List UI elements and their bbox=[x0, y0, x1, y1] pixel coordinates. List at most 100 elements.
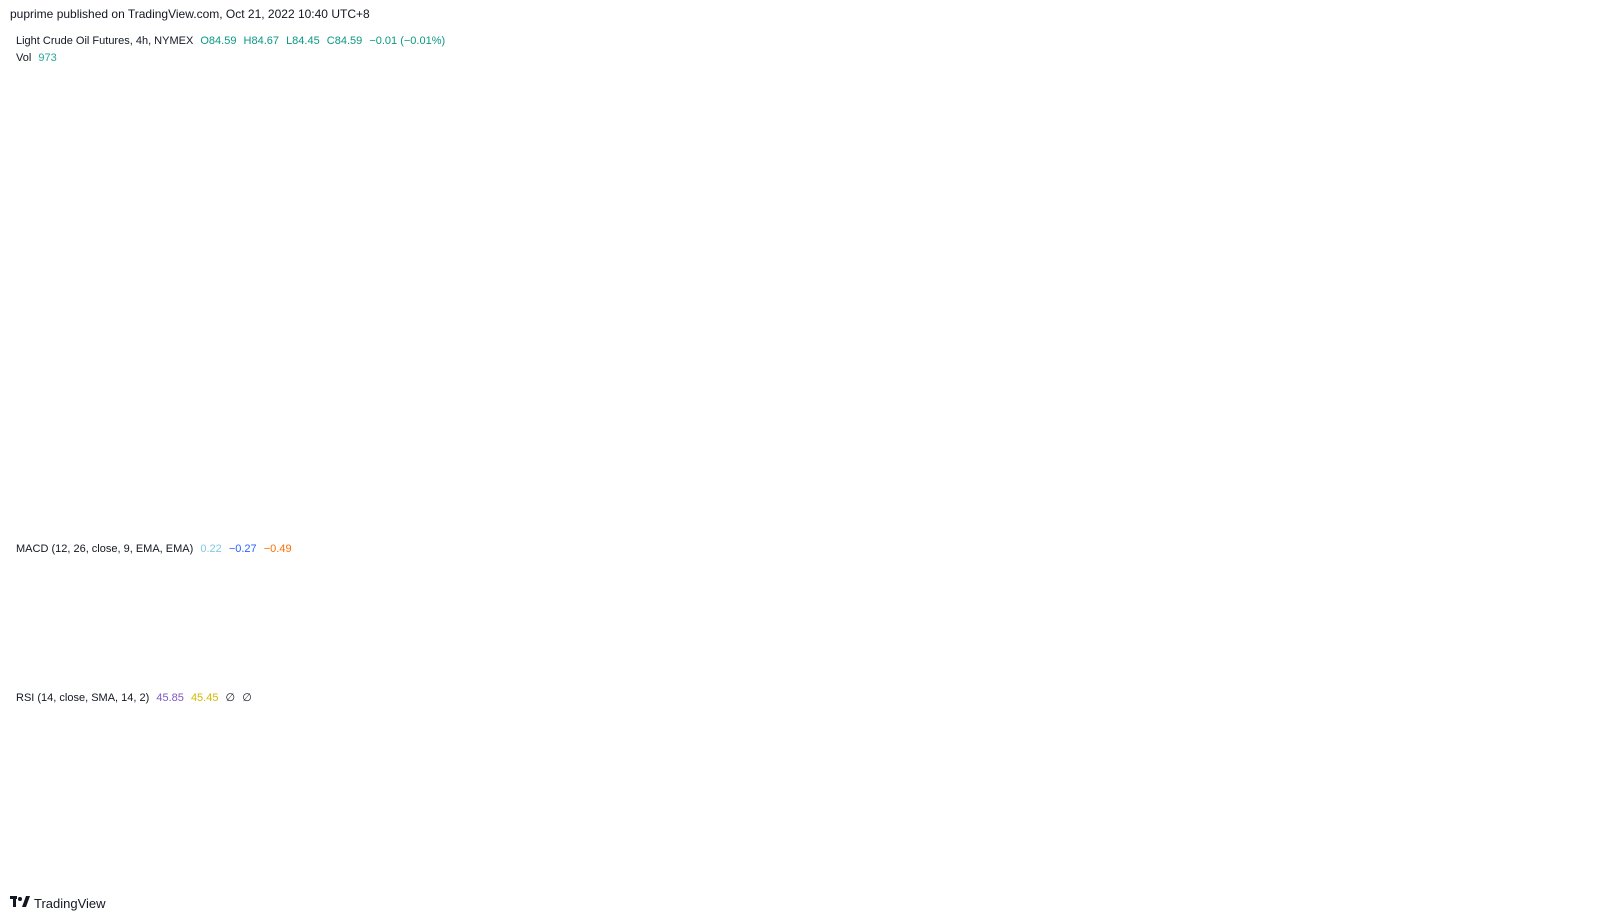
candle-body bbox=[703, 278, 706, 290]
candle-body bbox=[1070, 401, 1073, 417]
macd-histogram-bar bbox=[70, 607, 73, 617]
macd-histogram-bar bbox=[242, 587, 245, 608]
candle-body bbox=[544, 292, 546, 294]
candle-body bbox=[1336, 358, 1338, 370]
candle-body bbox=[824, 356, 827, 365]
candle-body bbox=[1406, 391, 1408, 397]
volume-bar bbox=[501, 521, 504, 531]
candle-body bbox=[801, 348, 803, 356]
volume-bar bbox=[801, 517, 803, 531]
volume-bar bbox=[1350, 509, 1353, 531]
macd-histogram-bar bbox=[342, 607, 345, 613]
macd-histogram-bar bbox=[992, 607, 994, 611]
volume-bar bbox=[316, 506, 319, 531]
candle-body bbox=[592, 355, 595, 363]
volume-bar bbox=[728, 498, 731, 531]
candle-body bbox=[902, 390, 905, 396]
candle-body bbox=[1327, 357, 1330, 359]
candle-body bbox=[1212, 399, 1215, 404]
macd-histogram-bar bbox=[329, 607, 332, 621]
volume-bar bbox=[603, 520, 606, 531]
candle-body bbox=[1408, 388, 1411, 390]
candle-body bbox=[1266, 298, 1268, 312]
macd-histogram-bar bbox=[79, 607, 81, 627]
macd-histogram-bar bbox=[1263, 592, 1266, 608]
macd-histogram-bar bbox=[690, 599, 693, 608]
candle-body bbox=[679, 321, 682, 324]
candle-body bbox=[586, 326, 589, 332]
volume-bar bbox=[11, 517, 13, 531]
macd-histogram-bar bbox=[973, 600, 975, 608]
macd-histogram-bar bbox=[338, 607, 340, 615]
macd-histogram-bar bbox=[1036, 607, 1039, 613]
candle-body bbox=[272, 253, 275, 255]
candle-body bbox=[1353, 376, 1355, 382]
macd-histogram-bar bbox=[951, 581, 954, 608]
macd-histogram-bar bbox=[1121, 607, 1124, 632]
candle-body bbox=[998, 390, 1001, 392]
candle-body bbox=[556, 281, 559, 289]
macd-histogram-bar bbox=[1393, 607, 1396, 634]
volume-bar bbox=[624, 508, 627, 531]
volume-label[interactable]: Vol bbox=[16, 52, 32, 64]
volume-bar bbox=[796, 510, 799, 531]
volume-bar bbox=[633, 511, 636, 531]
candle-body bbox=[276, 260, 279, 275]
macd-label[interactable]: MACD (12, 26, close, 9, EMA, EMA) bbox=[16, 543, 194, 555]
volume-bar bbox=[584, 504, 587, 531]
candle-body bbox=[459, 334, 461, 352]
volume-bar bbox=[259, 505, 262, 531]
volume-bar bbox=[497, 520, 500, 531]
candle-body bbox=[64, 63, 66, 97]
rsi-label[interactable]: RSI (14, close, SMA, 14, 2) bbox=[16, 692, 150, 704]
volume-bar bbox=[272, 521, 275, 531]
rsi-ext1: ∅ bbox=[225, 692, 236, 704]
volume-bar bbox=[59, 506, 62, 531]
candle-body bbox=[1221, 385, 1224, 396]
volume-bar bbox=[979, 522, 982, 531]
volume-bar bbox=[807, 520, 810, 531]
macd-histogram-bar bbox=[998, 607, 1001, 613]
macd-histogram-bar bbox=[176, 607, 179, 615]
volume-bar bbox=[813, 512, 816, 531]
macd-tick-label: −2.00 bbox=[1504, 649, 1532, 661]
macd-histogram-bar bbox=[1433, 605, 1436, 608]
candle-body bbox=[1240, 348, 1243, 351]
candle-body bbox=[1314, 333, 1317, 339]
macd-histogram-bar bbox=[64, 607, 66, 608]
symbol-title[interactable]: Light Crude Oil Futures, 4h, NYMEX bbox=[16, 35, 194, 47]
candle-body bbox=[629, 348, 631, 354]
candle-body bbox=[161, 220, 164, 232]
candle-body bbox=[1049, 406, 1052, 408]
candle-body bbox=[633, 340, 636, 343]
candle-body bbox=[1331, 353, 1334, 366]
x-tick-label: 8 bbox=[493, 848, 500, 862]
macd-histogram-bar bbox=[529, 600, 532, 608]
macd-histogram-bar bbox=[718, 593, 720, 608]
volume-bar bbox=[1060, 505, 1062, 531]
candle-body bbox=[1317, 339, 1319, 354]
macd-histogram-bar bbox=[894, 607, 897, 621]
candle-body bbox=[735, 284, 737, 286]
volume-bar bbox=[342, 519, 345, 531]
macd-histogram-bar bbox=[363, 605, 366, 608]
candle-body bbox=[907, 381, 909, 386]
candle-body bbox=[769, 270, 771, 272]
macd-histogram-bar bbox=[19, 606, 22, 608]
volume-bar bbox=[1053, 517, 1056, 531]
candle-body bbox=[321, 262, 323, 264]
macd-histogram-bar bbox=[168, 607, 171, 611]
volume-bar bbox=[450, 522, 453, 531]
volume-bar bbox=[189, 517, 192, 531]
macd-histogram-bar bbox=[1236, 589, 1239, 608]
macd-histogram-bar bbox=[231, 588, 234, 608]
candle-body bbox=[764, 260, 767, 263]
price-tick-label: 85.00 bbox=[1504, 385, 1532, 397]
macd-histogram-bar bbox=[586, 595, 589, 608]
macd-histogram-bar bbox=[1355, 607, 1358, 624]
candle-body bbox=[155, 201, 158, 213]
macd-histogram-bar bbox=[444, 607, 447, 615]
volume-bar bbox=[888, 518, 890, 531]
candle-body bbox=[342, 255, 345, 263]
